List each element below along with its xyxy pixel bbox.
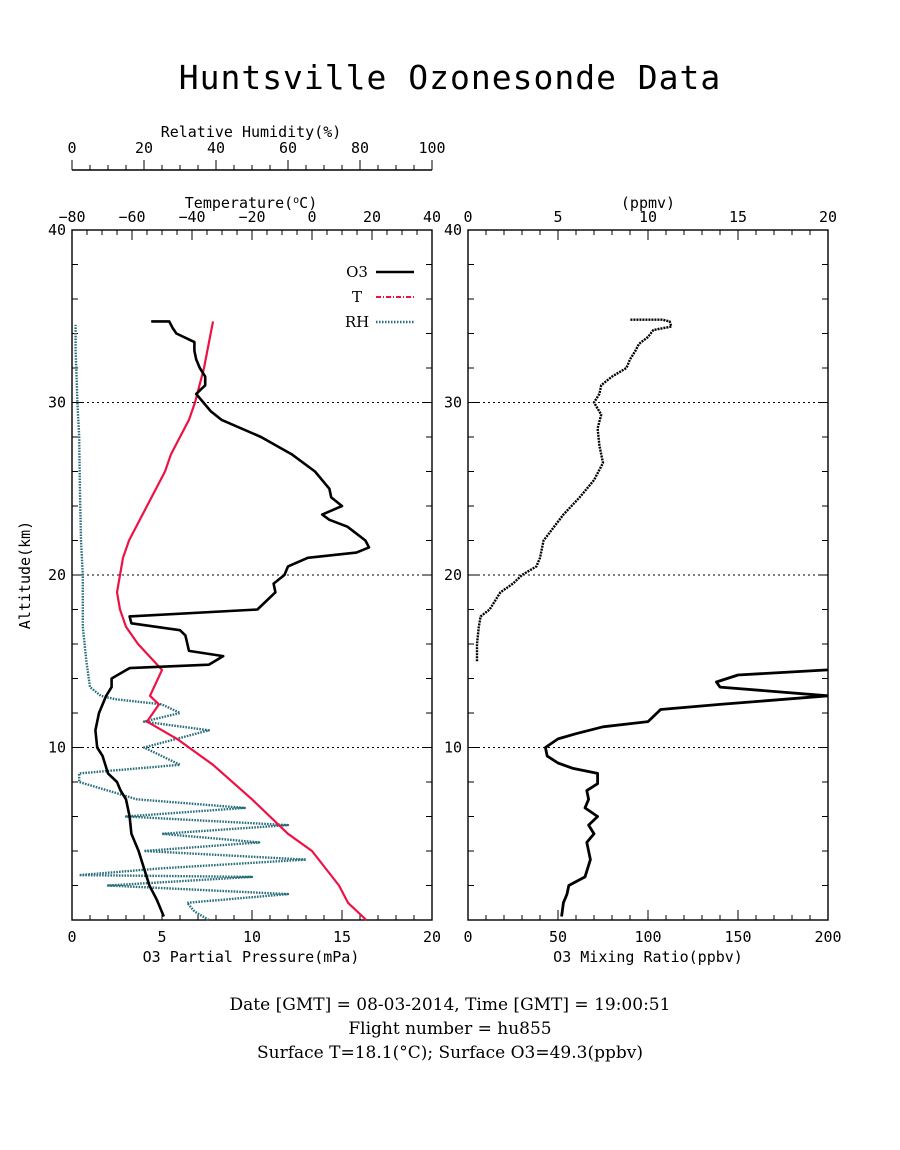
right-bottom-xtick-label: 150 <box>724 928 751 946</box>
left-bottom-xtick-label: 5 <box>157 928 166 946</box>
left-bottom-xtick-label: 15 <box>333 928 351 946</box>
left-top-xtick-label: −40 <box>178 208 205 226</box>
legend-label-rh: RH <box>345 313 369 331</box>
right-xlabel-top: (ppmv) <box>621 194 675 212</box>
rh-axis-xtick-label: 0 <box>67 139 76 157</box>
left-top-xtick-label: −60 <box>118 208 145 226</box>
temperature-axis-label: Temperature(oC) <box>185 194 317 212</box>
footer-flight-line: Flight number = hu855 <box>348 1019 552 1039</box>
rh-axis-xtick-label: 100 <box>418 139 445 157</box>
page-title: Huntsville Ozonesonde Data <box>178 58 722 97</box>
right-bottom-xtick-label: 0 <box>463 928 472 946</box>
left-bottom-xtick-label: 0 <box>67 928 76 946</box>
rh-axis-xtick-label: 40 <box>207 139 225 157</box>
right-ytick-label: 10 <box>444 739 462 757</box>
left-top-xtick-label: −20 <box>238 208 265 226</box>
left-top-xtick-label: 40 <box>423 208 441 226</box>
right-bottom-xtick-label: 100 <box>634 928 661 946</box>
footer-date-line: Date [GMT] = 08-03-2014, Time [GMT] = 19… <box>229 995 671 1015</box>
left-bottom-xtick-label: 10 <box>243 928 261 946</box>
right-top-xtick-label: 15 <box>729 208 747 226</box>
rh-axis-xtick-label: 80 <box>351 139 369 157</box>
left-bottom-xtick-label: 20 <box>423 928 441 946</box>
right-bottom-xtick-label: 50 <box>549 928 567 946</box>
left-xlabel-bottom: O3 Partial Pressure(mPa) <box>143 948 360 966</box>
right-top-xtick-label: 5 <box>553 208 562 226</box>
right-top-xtick-label: 10 <box>639 208 657 226</box>
left-top-xtick-label: 0 <box>307 208 316 226</box>
right-ytick-label: 20 <box>444 566 462 584</box>
footer-surface-line: Surface T=18.1(°C); Surface O3=49.3(ppbv… <box>257 1043 643 1063</box>
o3-mixing-ratio-ppmv-line <box>475 318 673 662</box>
right-bottom-xtick-label: 200 <box>814 928 841 946</box>
o3-partial-pressure-line <box>94 320 371 918</box>
right-top-xtick-label: 20 <box>819 208 837 226</box>
legend-label-t: T <box>352 288 362 306</box>
left-top-xtick-label: 20 <box>363 208 381 226</box>
left-top-xtick-label: −80 <box>58 208 85 226</box>
legend-label-o3: O3 <box>346 263 368 281</box>
right-ytick-label: 40 <box>444 221 462 239</box>
rh-axis-xtick-label: 60 <box>279 139 297 157</box>
left-ytick-label: 20 <box>48 566 66 584</box>
temperature-series-line <box>115 321 368 921</box>
o3-mixing-ratio-ppbv-line <box>544 668 828 917</box>
right-plot-area <box>475 318 828 917</box>
left-ytick-label: 40 <box>48 221 66 239</box>
rh-axis-label: Relative Humidity(%) <box>161 123 342 141</box>
right-xlabel-bottom: O3 Mixing Ratio(ppbv) <box>553 948 743 966</box>
left-ytick-label: 30 <box>48 394 66 412</box>
right-ytick-label: 30 <box>444 394 462 412</box>
left-ytick-label: 10 <box>48 739 66 757</box>
altitude-axis-label: Altitude(km) <box>16 521 34 629</box>
right-top-xtick-label: 0 <box>463 208 472 226</box>
rh-axis-xtick-label: 20 <box>135 139 153 157</box>
